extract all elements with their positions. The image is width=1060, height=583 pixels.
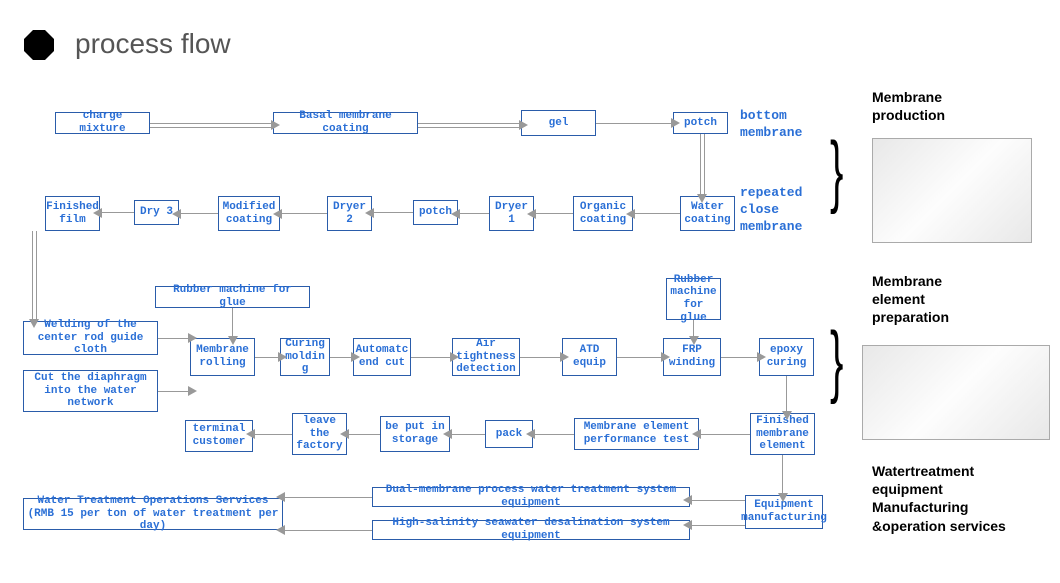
node-charge-mixture: charge mixture <box>55 112 150 134</box>
node-equip-mfg: Equipment manufacturing <box>745 495 823 529</box>
side-mem-prod: Membrane production <box>872 88 945 124</box>
brace-1: } <box>830 128 843 218</box>
node-terminal-cust: terminal customer <box>185 420 253 452</box>
node-dryer1: Dryer 1 <box>489 196 534 231</box>
image-img-membrane <box>872 138 1032 243</box>
node-curing-mold: Curing moldin g <box>280 338 330 376</box>
section-repeated-close: repeated close membrane <box>740 185 802 236</box>
node-finished-film: Finished film <box>45 196 100 231</box>
brace-2: } <box>830 318 843 408</box>
node-potch1: potch <box>673 112 728 134</box>
node-air-tight: Air tightness detection <box>452 338 520 376</box>
node-finished-elem: Finished membrane element <box>750 413 815 455</box>
node-storage: be put in storage <box>380 416 450 452</box>
node-dry3: Dry 3 <box>134 200 179 225</box>
side-mem-elem: Membrane element preparation <box>872 272 949 327</box>
node-atd-equip: ATD equip <box>562 338 617 376</box>
node-perf-test: Membrane element performance test <box>574 418 699 450</box>
flowchart-canvas: process flow } } charge mixture Basal mem… <box>0 0 1060 583</box>
node-dual-membrane: Dual-membrane process water treatment sy… <box>372 487 690 507</box>
node-rubber1: Rubber machine for glue <box>155 286 310 308</box>
node-wtos: Water Treatment Operations Services (RMB… <box>23 498 283 530</box>
node-high-salinity: High-salinity seawater desalination syst… <box>372 520 690 540</box>
node-dryer2: Dryer 2 <box>327 196 372 231</box>
node-rubber2: Rubber machine for glue <box>666 278 721 320</box>
image-img-element <box>862 345 1050 440</box>
node-cut-diaphragm: Cut the diaphragm into the water network <box>23 370 158 412</box>
side-water-treat: Watertreatment equipment Manufacturing &… <box>872 462 1006 535</box>
node-welding: Welding of the center rod guide cloth <box>23 321 158 355</box>
node-basal-coating: Basal membrane coating <box>273 112 418 134</box>
section-bottom-membrane: bottom membrane <box>740 108 802 142</box>
node-pack: pack <box>485 420 533 448</box>
node-potch2: potch <box>413 200 458 225</box>
node-auto-end-cut: Automatc end cut <box>353 338 411 376</box>
hexagon-bullet <box>24 30 54 60</box>
node-water-coating: Water coating <box>680 196 735 231</box>
node-leave-factory: leave the factory <box>292 413 347 455</box>
node-epoxy-curing: epoxy curing <box>759 338 814 376</box>
node-gel: gel <box>521 110 596 136</box>
node-organic-coating: Organic coating <box>573 196 633 231</box>
page-title: process flow <box>75 28 231 60</box>
node-modified-coating: Modified coating <box>218 196 280 231</box>
node-membrane-roll: Membrane rolling <box>190 338 255 376</box>
node-frp-winding: FRP winding <box>663 338 721 376</box>
